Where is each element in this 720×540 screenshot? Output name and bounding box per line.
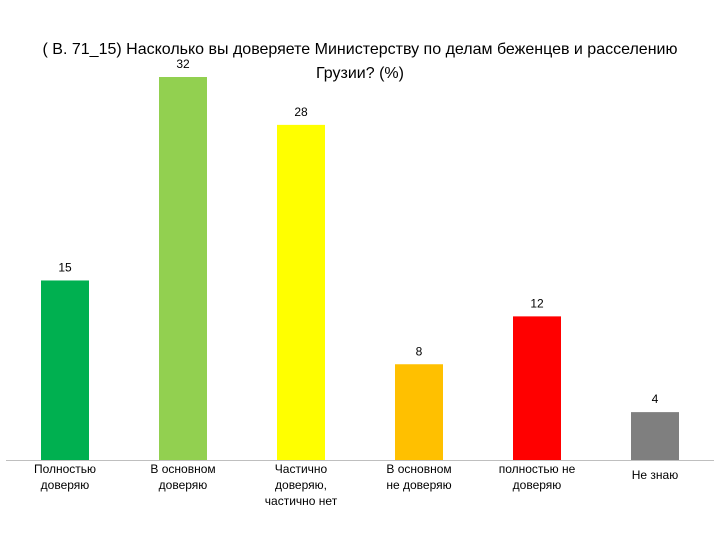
data-label-4: 12 — [530, 296, 544, 310]
bars-group — [41, 77, 679, 460]
data-label-1: 32 — [176, 57, 190, 71]
bar-3 — [395, 364, 443, 460]
bar-4 — [513, 316, 561, 460]
bar-5 — [631, 412, 679, 460]
tick-label-0: Полностью доверяю — [34, 462, 96, 492]
tick-label-3: В основном не доверяю — [386, 462, 451, 492]
chart-title: ( B. 71_15) Насколько вы доверяете Минис… — [42, 41, 678, 82]
bar-2 — [277, 124, 325, 460]
tick-label-1: В основном доверяю — [150, 462, 215, 492]
data-label-2: 28 — [294, 105, 308, 119]
data-label-5: 4 — [652, 392, 659, 406]
tick-label-2: Частично доверяю, частично нет — [265, 462, 338, 508]
data-label-3: 8 — [416, 344, 423, 358]
tick-label-4: полностью не доверяю — [499, 462, 576, 492]
data-label-0: 15 — [58, 260, 72, 274]
tick-label-5: Не знаю — [632, 468, 678, 482]
bar-0 — [41, 280, 89, 460]
labels-group: 15 Полностью доверяю 32 В основном доверяю 28 Ч… — [34, 57, 678, 508]
bar-1 — [159, 77, 207, 460]
